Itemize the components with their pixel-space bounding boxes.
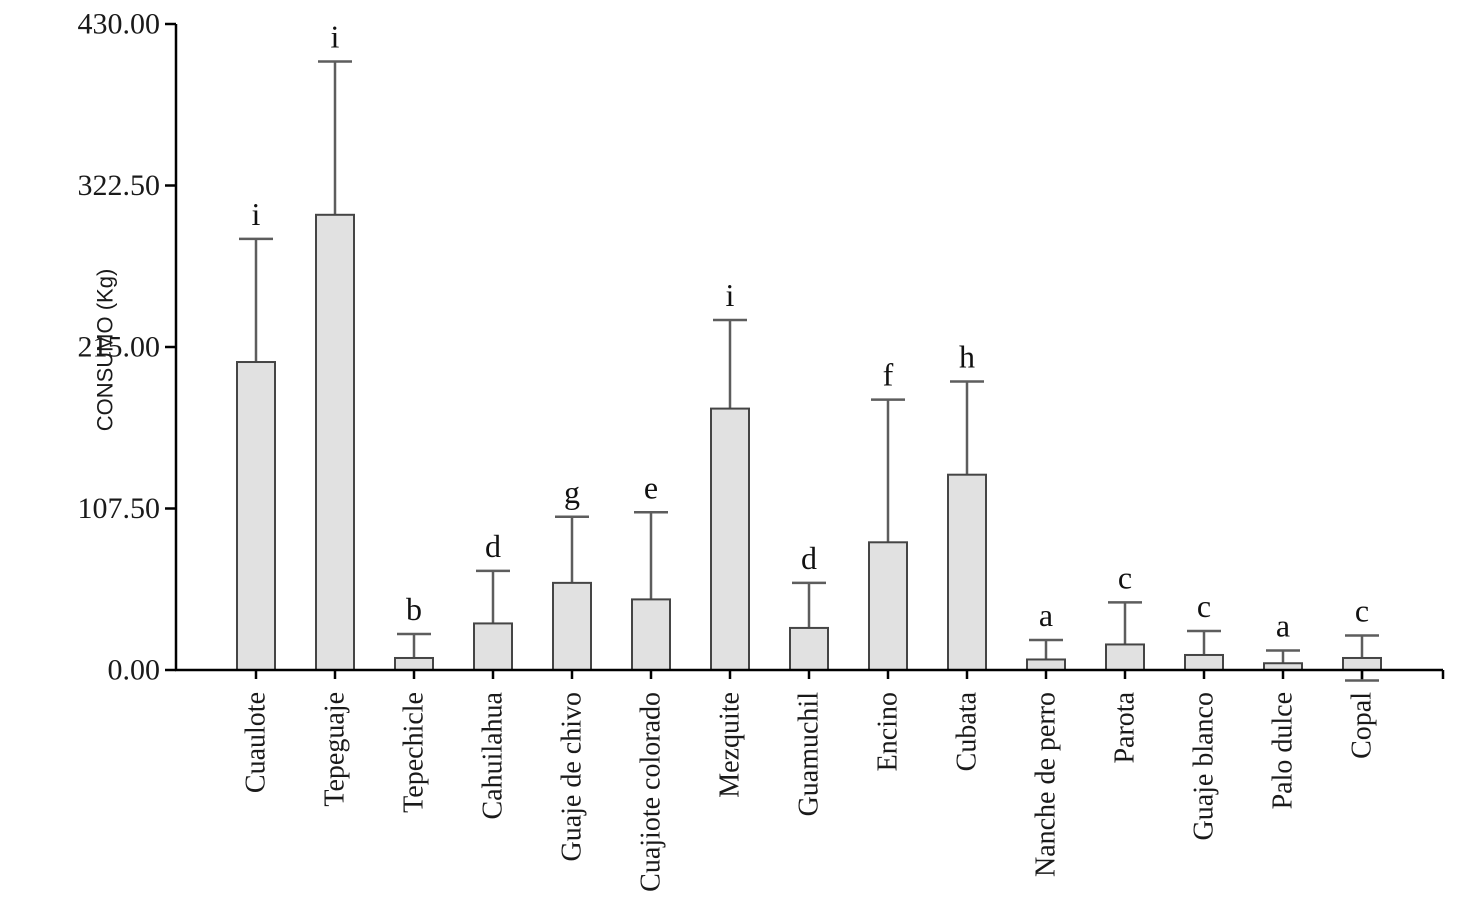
sig-letter: f — [883, 357, 894, 393]
x-tick-label: Cahuilahua — [478, 691, 509, 819]
x-tick-label: Cubata — [952, 691, 983, 771]
x-tick-label: Nanche de perro — [1031, 692, 1062, 877]
bar — [473, 622, 513, 672]
sig-letter: d — [801, 540, 817, 576]
x-tick-label: Tepeguaje — [320, 692, 351, 807]
x-tick-label: Guaje de chivo — [557, 692, 588, 862]
sig-letter: i — [726, 277, 735, 313]
bar — [868, 541, 908, 671]
sig-letter: c — [1197, 588, 1211, 624]
x-tick-label: Cuaulote — [241, 692, 272, 793]
x-tick-label: Mezquite — [715, 692, 746, 798]
y-tick-label: 322.50 — [78, 169, 161, 202]
bar — [1105, 643, 1145, 671]
bar — [947, 473, 987, 671]
sig-letter: d — [485, 528, 501, 564]
bar — [552, 581, 592, 671]
bar — [1184, 653, 1224, 672]
sig-letter: b — [406, 591, 422, 627]
bar — [236, 361, 276, 671]
sig-letter: i — [331, 19, 340, 55]
y-axis-title: CONSUMO (Kg) — [93, 269, 118, 432]
x-tick-label: Parota — [1110, 691, 1141, 763]
x-tick-label: Tepechicle — [399, 692, 430, 813]
bar — [1342, 656, 1382, 671]
x-tick-label: Cuajiote colorado — [636, 692, 667, 892]
y-tick-label: 107.50 — [78, 492, 161, 525]
sig-letter: a — [1276, 607, 1290, 643]
sig-letter: e — [644, 469, 658, 505]
bar — [1026, 658, 1066, 671]
y-tick-label: 215.00 — [78, 331, 161, 364]
y-tick-label: 0.00 — [108, 654, 161, 687]
sig-letter: i — [252, 196, 261, 232]
y-tick-label: 430.00 — [78, 8, 161, 41]
bar — [394, 656, 434, 671]
sig-letter: h — [959, 339, 975, 375]
bar — [315, 213, 355, 671]
x-tick-label: Palo dulce — [1268, 692, 1299, 809]
bar — [710, 407, 750, 671]
bar — [631, 598, 671, 671]
x-tick-label: Copal — [1347, 692, 1378, 759]
plot-area: i i b d g e i d f h a c c a c 0.00 107.50 215.00 322.50 430… — [78, 8, 1445, 892]
sig-letter: g — [564, 474, 580, 510]
sig-letter: c — [1355, 592, 1369, 628]
sig-letter: a — [1039, 597, 1053, 633]
bar — [789, 626, 829, 671]
x-tick-label: Guamuchil — [794, 692, 825, 817]
x-tick-label: Guaje blanco — [1189, 692, 1220, 841]
sig-letter: c — [1118, 559, 1132, 595]
x-tick-label: Encino — [873, 692, 904, 771]
